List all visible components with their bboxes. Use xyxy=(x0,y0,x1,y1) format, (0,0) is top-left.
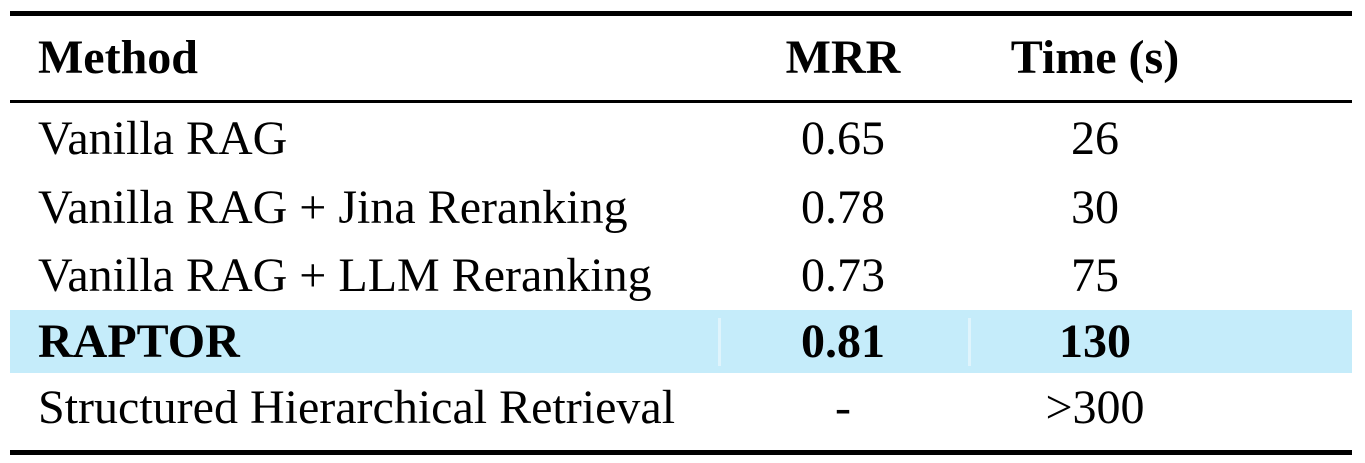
cell-time: 30 xyxy=(1071,181,1119,234)
header-rule xyxy=(10,100,1352,103)
col-header-mrr: MRR xyxy=(785,31,901,84)
cell-mrr: 0.65 xyxy=(801,112,885,165)
bottom-gap xyxy=(10,443,1352,450)
cell-mrr: 0.78 xyxy=(801,181,885,234)
cell-time: 130 xyxy=(968,317,1352,366)
cell-mrr: - xyxy=(835,381,851,434)
table-body: Vanilla RAG 0.65 26 Vanilla RAG + Jina R… xyxy=(10,103,1352,443)
table-row: Vanilla RAG + LLM Reranking 0.73 75 xyxy=(10,241,1352,310)
bottom-rule xyxy=(10,450,1352,455)
top-rule xyxy=(10,11,1352,16)
header-row: Method MRR Time (s) xyxy=(10,16,1352,100)
cell-method: Vanilla RAG xyxy=(38,112,288,165)
cell-method: Structured Hierarchical Retrieval xyxy=(38,381,676,434)
cell-mrr: 0.73 xyxy=(801,248,885,302)
cell-method: Vanilla RAG + Jina Reranking xyxy=(38,181,628,234)
table-row-highlighted: RAPTOR 0.81 130 xyxy=(10,310,1352,373)
cell-time: >300 xyxy=(1045,381,1145,434)
results-table: Method MRR Time (s) Vanilla RAG 0.65 26 … xyxy=(10,11,1352,455)
cell-method: RAPTOR xyxy=(38,314,240,368)
col-header-time: Time (s) xyxy=(1010,31,1180,84)
cell-time: 75 xyxy=(1071,248,1119,302)
table-row: Vanilla RAG + Jina Reranking 0.78 30 xyxy=(10,175,1352,241)
cell-time: 26 xyxy=(1071,112,1119,165)
col-header-method: Method xyxy=(38,31,198,84)
table-row: Structured Hierarchical Retrieval - >300 xyxy=(10,373,1352,443)
table-row: Vanilla RAG 0.65 26 xyxy=(10,103,1352,175)
cell-method: Vanilla RAG + LLM Reranking xyxy=(38,248,652,302)
cell-mrr: 0.81 xyxy=(718,317,968,366)
